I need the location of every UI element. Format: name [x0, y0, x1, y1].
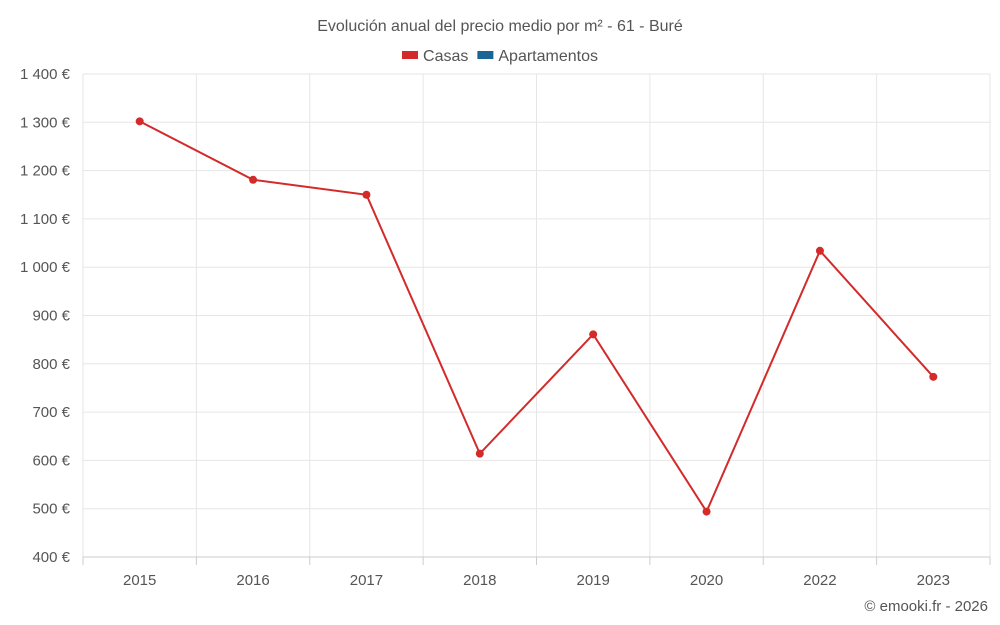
- legend-item-apartamentos[interactable]: Apartamentos: [477, 48, 598, 65]
- y-tick-label: 1 200 €: [20, 163, 71, 180]
- x-tick-label: 2020: [690, 572, 723, 589]
- data-point[interactable]: [362, 190, 371, 199]
- data-point[interactable]: [249, 175, 258, 184]
- legend-swatch: [477, 51, 494, 59]
- chart-legend: Casas Apartamentos: [402, 48, 598, 65]
- data-point[interactable]: [589, 330, 598, 339]
- chart-title: Evolución anual del precio medio por m² …: [317, 18, 683, 35]
- y-tick-label: 500 €: [32, 501, 70, 518]
- legend-label: Casas: [423, 48, 468, 65]
- y-axis: 400 € 500 € 600 € 700 € 800 € 900 € 1 000 € 1 1…: [20, 66, 71, 566]
- y-tick-label: 1 100 €: [20, 211, 71, 228]
- y-tick-label: 900 €: [32, 308, 70, 325]
- x-tick-label: 2019: [577, 572, 610, 589]
- x-axis: 2015 2016 2017 2018 2019 2020 2022 2023: [82, 556, 991, 589]
- data-point[interactable]: [702, 507, 711, 516]
- y-tick-label: 400 €: [32, 549, 70, 566]
- x-tick-label: 2023: [917, 572, 950, 589]
- series-line-casas: [139, 120, 935, 514]
- x-tick-label: 2018: [463, 572, 496, 589]
- data-point[interactable]: [135, 117, 144, 126]
- data-point[interactable]: [815, 246, 824, 255]
- legend-label: Apartamentos: [498, 48, 598, 65]
- y-tick-label: 700 €: [32, 404, 70, 421]
- x-tick-label: 2015: [123, 572, 156, 589]
- y-tick-label: 1 400 €: [20, 66, 71, 83]
- data-point[interactable]: [929, 372, 938, 381]
- x-tick-label: 2016: [236, 572, 269, 589]
- y-tick-label: 600 €: [32, 452, 70, 469]
- y-tick-label: 800 €: [32, 356, 70, 373]
- y-tick-label: 1 300 €: [20, 114, 71, 131]
- copyright-credit: © emooki.fr - 2026: [864, 598, 988, 615]
- x-tick-label: 2017: [350, 572, 383, 589]
- chart-series: [135, 117, 938, 516]
- y-tick-label: 1 000 €: [20, 259, 71, 276]
- data-point[interactable]: [475, 449, 484, 458]
- x-tick-label: 2022: [803, 572, 836, 589]
- chart-grid: [82, 73, 991, 558]
- legend-item-casas[interactable]: Casas: [402, 48, 468, 65]
- legend-swatch: [402, 51, 419, 59]
